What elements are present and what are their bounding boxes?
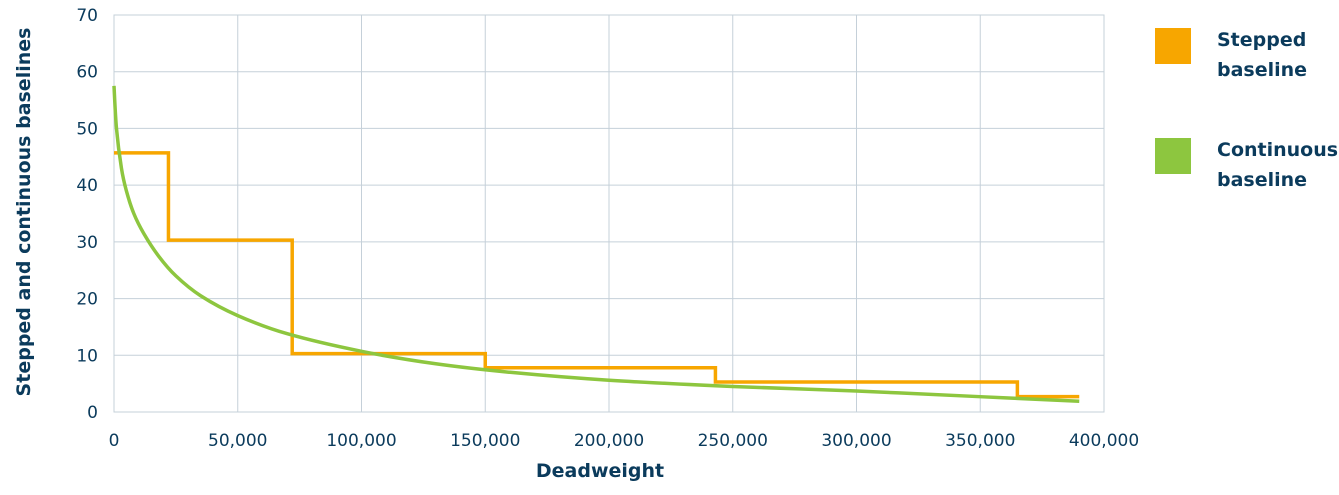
legend-label: Continuous baseline bbox=[1217, 139, 1338, 191]
chart-legend: Stepped baseline Continuous baseline bbox=[1155, 28, 1338, 191]
chart-grid bbox=[113, 14, 1105, 413]
x-tick-label: 100,000 bbox=[326, 431, 396, 451]
y-axis-title: Stepped and continuous baselines bbox=[13, 28, 35, 397]
y-axis-ticks: 0 10 20 30 40 50 60 70 bbox=[76, 6, 98, 423]
x-tick-label: 250,000 bbox=[698, 431, 768, 451]
legend-swatch bbox=[1155, 28, 1191, 64]
x-axis-ticks: 0 50,000 100,000 150,000 200,000 250,000 300,0… bbox=[109, 431, 1140, 451]
x-tick-label: 350,000 bbox=[945, 431, 1015, 451]
y-tick-label: 20 bbox=[76, 290, 98, 310]
x-tick-label: 300,000 bbox=[821, 431, 891, 451]
x-tick-label: 150,000 bbox=[450, 431, 520, 451]
x-tick-label: 200,000 bbox=[574, 431, 644, 451]
y-tick-label: 10 bbox=[76, 346, 98, 366]
legend-label: Stepped baseline bbox=[1217, 29, 1307, 81]
y-tick-label: 60 bbox=[76, 63, 98, 83]
x-axis-title: Deadweight bbox=[536, 460, 664, 482]
y-tick-label: 70 bbox=[76, 6, 98, 26]
chart-series bbox=[112, 85, 1080, 403]
series-line-continuous-baseline bbox=[112, 85, 1080, 403]
x-tick-label: 50,000 bbox=[208, 431, 267, 451]
y-tick-label: 30 bbox=[76, 233, 98, 253]
series-line-stepped-baseline bbox=[114, 151, 1080, 399]
legend-swatch bbox=[1155, 138, 1191, 174]
y-tick-label: 50 bbox=[76, 119, 98, 139]
y-tick-label: 40 bbox=[76, 176, 98, 196]
y-tick-label: 0 bbox=[87, 403, 98, 423]
x-tick-label: 400,000 bbox=[1069, 431, 1139, 451]
x-tick-label: 0 bbox=[109, 431, 120, 451]
